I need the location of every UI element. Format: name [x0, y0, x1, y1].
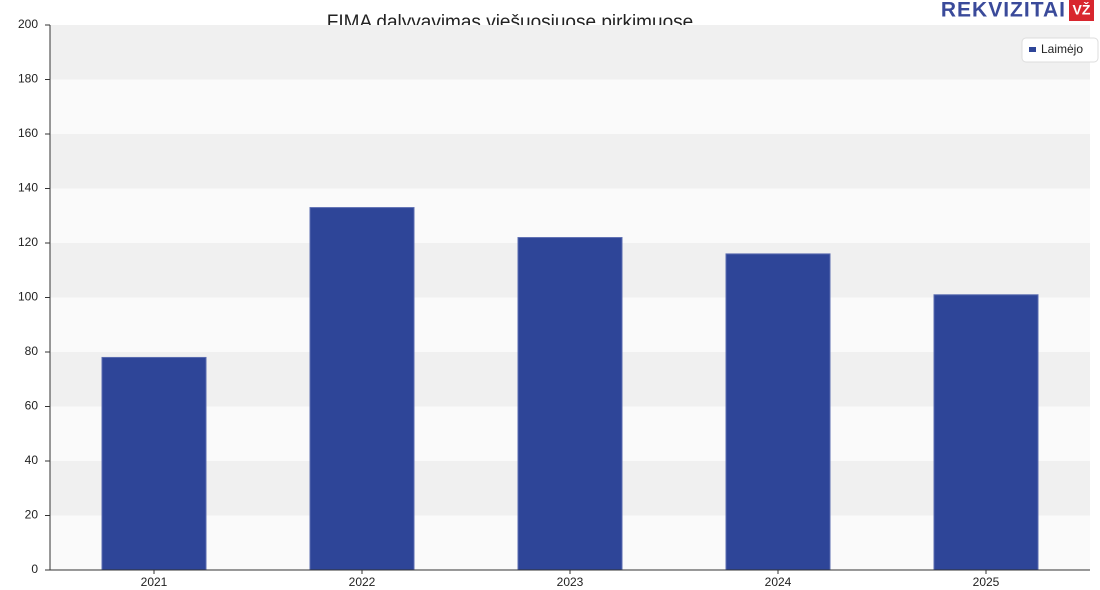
x-tick-label: 2023 — [557, 575, 584, 589]
y-tick-label: 180 — [18, 72, 38, 86]
logo-badge: VŽ — [1073, 1, 1091, 18]
y-tick-label: 200 — [18, 17, 38, 31]
grid-band — [50, 25, 1090, 80]
legend-label: Laimėjo — [1041, 42, 1083, 56]
y-tick-label: 60 — [25, 399, 39, 413]
legend-swatch — [1029, 47, 1036, 52]
bar — [725, 253, 831, 571]
logo-badge-bg — [1069, 0, 1094, 21]
x-tick-label: 2025 — [973, 575, 1000, 589]
logo-text: REKVIZITAI — [941, 0, 1066, 22]
y-tick-label: 160 — [18, 126, 38, 140]
y-tick-label: 80 — [25, 344, 39, 358]
x-tick-label: 2024 — [765, 575, 792, 589]
legend-box — [1021, 37, 1099, 63]
grid-band — [50, 134, 1090, 189]
grid-band — [50, 188, 1090, 243]
y-tick-label: 120 — [18, 235, 38, 249]
y-tick-label: 20 — [25, 508, 39, 522]
y-tick-label: 40 — [25, 453, 39, 467]
x-tick-label: 2022 — [349, 575, 376, 589]
y-tick-label: 140 — [18, 181, 38, 195]
legend: Laimėjo — [1021, 37, 1099, 63]
x-tick-label: 2021 — [141, 575, 168, 589]
y-tick-label: 100 — [18, 290, 38, 304]
y-tick-label: 0 — [31, 562, 38, 576]
bar — [101, 356, 207, 571]
bar — [933, 294, 1039, 571]
grid-band — [50, 79, 1090, 134]
bar — [309, 207, 415, 571]
bar — [517, 237, 623, 571]
